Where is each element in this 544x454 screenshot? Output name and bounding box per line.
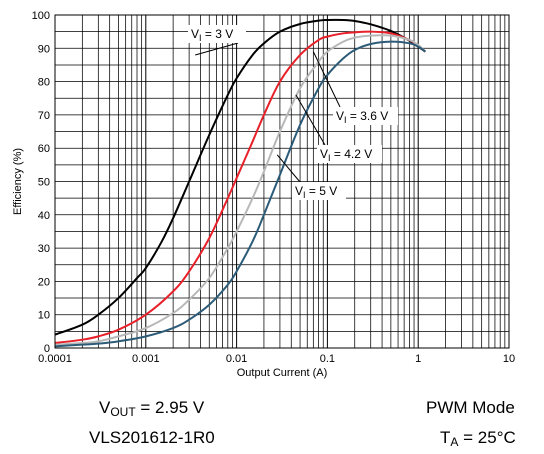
series-line-vi-3-6v <box>54 30 427 344</box>
y-tick-label: 0 <box>44 343 50 355</box>
annotation-background <box>188 25 246 43</box>
series-line-vi-3v <box>54 18 426 336</box>
y-tick-label: 90 <box>38 43 50 55</box>
grid-lines <box>54 15 509 348</box>
x-tick-label: 10 <box>503 353 515 365</box>
annotation-vi-3v: VI = 3 V <box>188 25 246 56</box>
annotation-leader-line <box>195 42 239 56</box>
x-axis-title: Output Current (A) <box>237 367 327 379</box>
y-tick-label: 20 <box>38 276 50 288</box>
x-tick-label: 0.1 <box>320 353 335 365</box>
annotation-label: VI = 3.6 V <box>336 109 388 125</box>
x-tick-label: 0.0001 <box>38 353 72 365</box>
ta-condition: TA = 25°C <box>440 428 516 449</box>
annotation-leader-line <box>312 51 341 108</box>
annotation-label: VI = 5 V <box>295 184 337 200</box>
x-tick-label: 1 <box>415 353 421 365</box>
x-tick-label: 0.01 <box>226 353 247 365</box>
y-tick-label: 30 <box>38 243 50 255</box>
annotation-leader-line <box>276 154 301 183</box>
y-tick-label: 80 <box>38 77 50 89</box>
annotation-background <box>333 107 398 125</box>
y-axis-title: Efficiency (%) <box>12 148 24 215</box>
series-line-vi-4-2v <box>54 34 427 346</box>
y-tick-label: 40 <box>38 210 50 222</box>
annotation-background <box>292 182 346 200</box>
vout-condition: VOUT = 2.95 V <box>99 398 205 419</box>
annotation-background <box>317 145 382 163</box>
y-tick-label: 10 <box>38 310 50 322</box>
series-line-vi-5v <box>54 40 426 348</box>
tick-labels: 0.0001 0.001 0.01 0.1 1 100102030405060708090… <box>32 10 515 365</box>
annotation-vi-5v: VI = 5 V <box>276 154 346 200</box>
annotation-label: VI = 4.2 V <box>320 147 372 163</box>
annotation-vi-4-2v: VI = 4.2 V <box>295 94 382 163</box>
annotation-vi-3-6v: VI = 3.6 V <box>312 51 398 125</box>
plot-frame <box>54 14 510 349</box>
mode-label: PWM Mode <box>426 398 515 417</box>
y-tick-label: 100 <box>32 10 50 22</box>
y-tick-label: 50 <box>38 177 50 189</box>
plot-lines <box>54 18 427 348</box>
annotation-leader-line <box>295 94 326 146</box>
series-annotations: VI = 3 V VI = 3.6 V VI = 4.2 V VI = 5 V <box>188 25 398 200</box>
annotation-label: VI = 3 V <box>191 27 233 43</box>
y-tick-label: 70 <box>38 110 50 122</box>
y-tick-label: 60 <box>38 143 50 155</box>
x-tick-label: 0.001 <box>132 353 160 365</box>
inductor-label: VLS201612-1R0 <box>89 428 215 447</box>
